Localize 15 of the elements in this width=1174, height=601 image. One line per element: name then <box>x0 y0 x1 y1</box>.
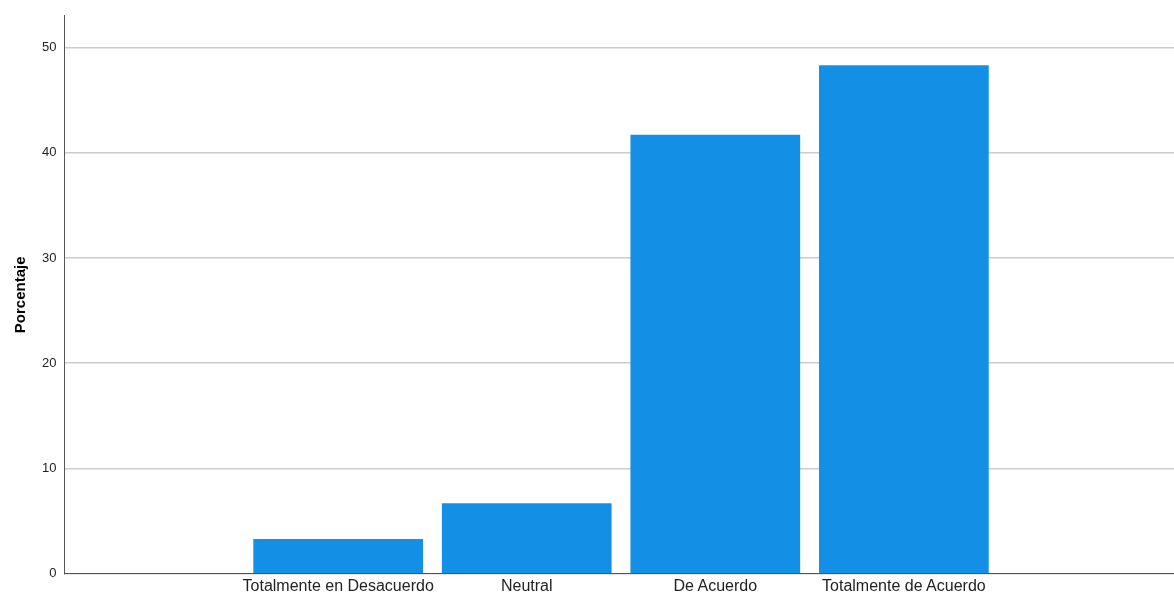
y-tick-label: 30 <box>41 249 57 265</box>
x-tick-label: Totalmente de Acuerdo <box>822 576 986 594</box>
y-tick-label: 0 <box>49 565 57 581</box>
bar <box>819 65 989 574</box>
y-tick-label: 40 <box>41 144 57 160</box>
x-tick-label: Totalmente en Desacuerdo <box>242 576 434 594</box>
bar <box>630 134 801 574</box>
bar <box>253 539 424 574</box>
y-axis-title: Porcentaje <box>11 256 29 334</box>
x-tick-label: De Acuerdo <box>673 576 758 594</box>
bar <box>441 503 612 574</box>
y-tick-label: 20 <box>41 354 57 370</box>
y-tick-label: 50 <box>41 38 57 54</box>
y-tick-label: 10 <box>41 460 57 476</box>
x-tick-label: Neutral <box>500 576 553 594</box>
